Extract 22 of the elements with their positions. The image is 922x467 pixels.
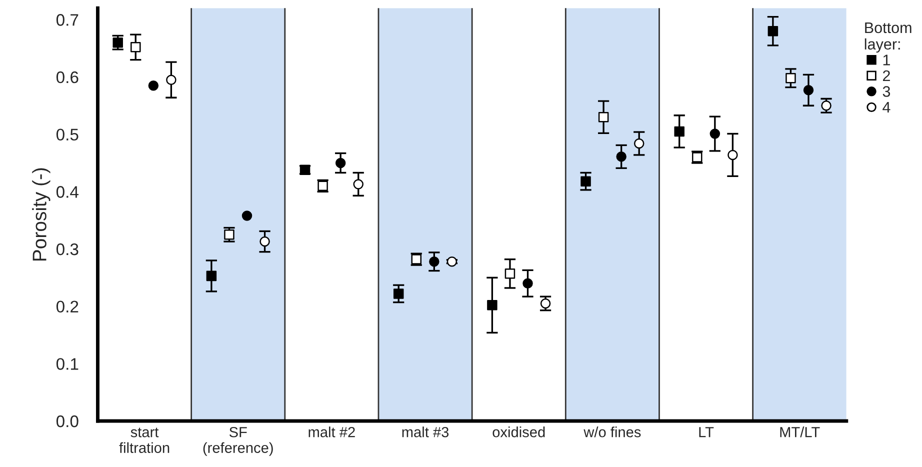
x-tick-label: start filtration <box>119 428 170 453</box>
y-axis-title: Porosity (-) <box>32 168 50 261</box>
legend-label: 3 <box>882 86 890 97</box>
x-tick-label: malt #3 <box>402 426 449 438</box>
legend-title: Bottom layer: <box>864 22 912 53</box>
x-tick-label: LT <box>699 427 714 438</box>
x-tick-label: MT/LT <box>780 426 820 438</box>
x-tick-label: malt #2 <box>308 426 355 438</box>
y-tick-label: 0.2 <box>56 300 78 313</box>
x-tick-label: SF (reference) <box>203 426 273 456</box>
x-tick-label: oxidised <box>492 426 545 438</box>
y-tick-label: 0.6 <box>56 71 78 84</box>
y-tick-label: 0.5 <box>56 128 78 141</box>
y-tick-label: 0.4 <box>56 186 78 198</box>
y-tick-label: 0.0 <box>56 415 78 428</box>
y-tick-label: 0.3 <box>56 243 78 256</box>
legend-label: 2 <box>882 70 890 81</box>
y-tick-label: 0.1 <box>56 358 78 370</box>
legend-label: 4 <box>882 102 890 113</box>
x-tick-label: w/o fines <box>584 426 641 438</box>
y-tick-label: 0.7 <box>56 14 78 26</box>
legend-label: 1 <box>883 54 890 66</box>
